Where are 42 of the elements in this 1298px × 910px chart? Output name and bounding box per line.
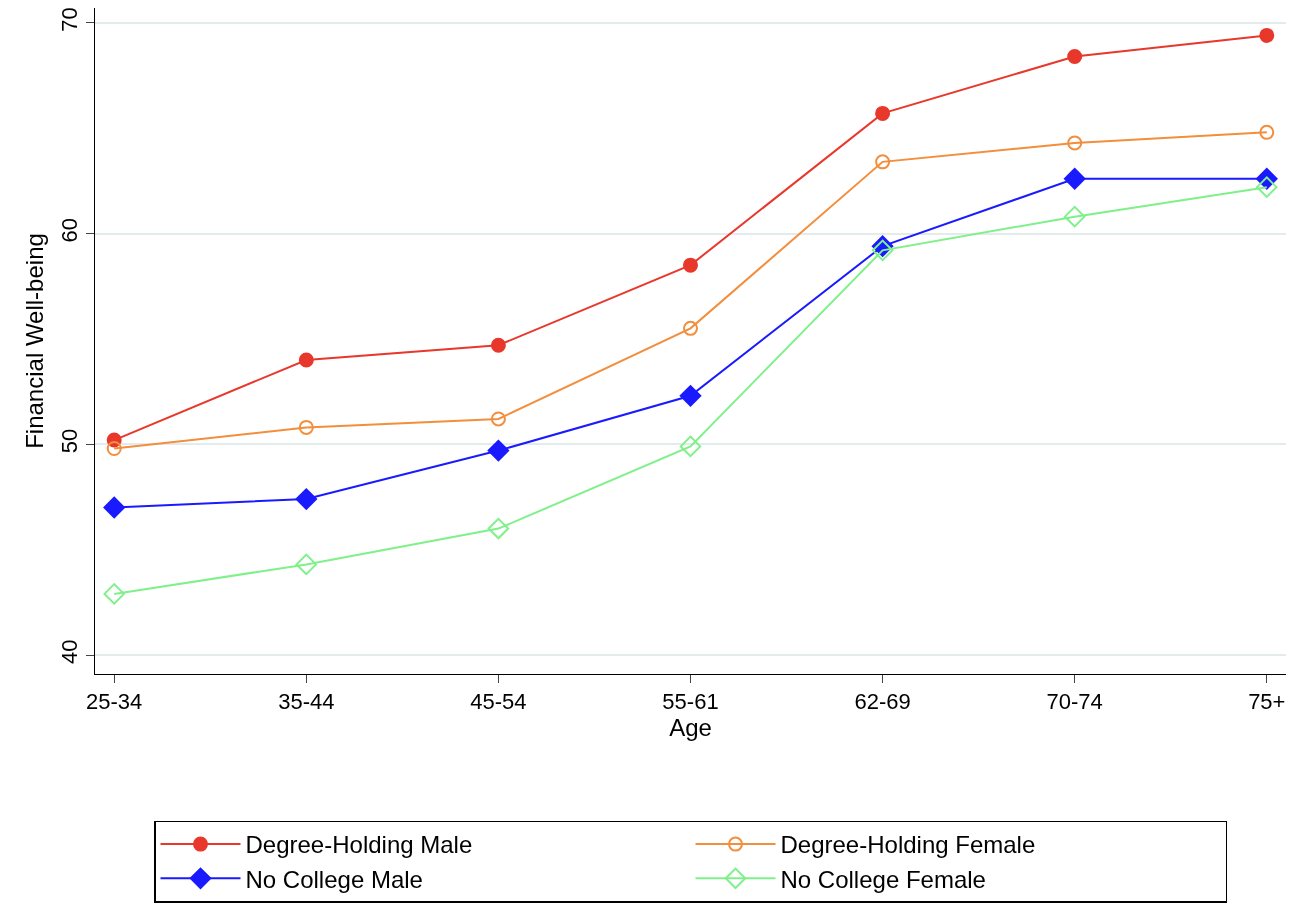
point bbox=[1259, 27, 1275, 43]
y-tick-label: 50 bbox=[57, 428, 83, 454]
legend-label: No College Female bbox=[780, 865, 986, 893]
point bbox=[106, 440, 122, 456]
x-tick-label: 62-69 bbox=[854, 689, 911, 715]
point bbox=[295, 553, 318, 576]
x-axis-title: Age bbox=[669, 714, 712, 742]
x-tick-label: 35-44 bbox=[278, 689, 335, 715]
x-tick-label: 75+ bbox=[1248, 689, 1286, 715]
point bbox=[490, 411, 506, 427]
legend-label: Degree-Holding Male bbox=[245, 831, 473, 859]
point bbox=[683, 320, 698, 336]
y-tick-label: 60 bbox=[57, 217, 83, 243]
legend-label: Degree-Holding Female bbox=[780, 831, 1036, 859]
y-tick-label: 70 bbox=[57, 7, 83, 32]
point bbox=[875, 105, 891, 121]
point bbox=[679, 435, 702, 458]
point bbox=[1259, 124, 1275, 140]
point bbox=[103, 496, 125, 519]
point bbox=[679, 385, 702, 407]
point bbox=[1067, 48, 1083, 64]
point bbox=[875, 154, 891, 170]
x-tick-label: 25-34 bbox=[86, 689, 143, 715]
point bbox=[487, 517, 510, 540]
point bbox=[683, 257, 698, 273]
point bbox=[295, 488, 318, 510]
point bbox=[103, 583, 125, 605]
x-tick-label: 55-61 bbox=[662, 689, 719, 715]
point bbox=[1063, 205, 1086, 228]
point bbox=[1256, 176, 1278, 198]
point bbox=[298, 419, 314, 435]
y-axis-title: Financial Well-being bbox=[21, 233, 49, 449]
y-tick-label: 40 bbox=[57, 639, 83, 664]
point bbox=[298, 352, 314, 368]
legend-label: No College Male bbox=[245, 865, 423, 893]
x-tick-label: 70-74 bbox=[1046, 689, 1103, 715]
x-tick-label: 45-54 bbox=[470, 689, 527, 715]
point bbox=[1063, 167, 1086, 190]
point bbox=[487, 439, 510, 462]
point bbox=[871, 239, 894, 262]
point bbox=[490, 337, 506, 353]
point bbox=[1067, 135, 1083, 151]
